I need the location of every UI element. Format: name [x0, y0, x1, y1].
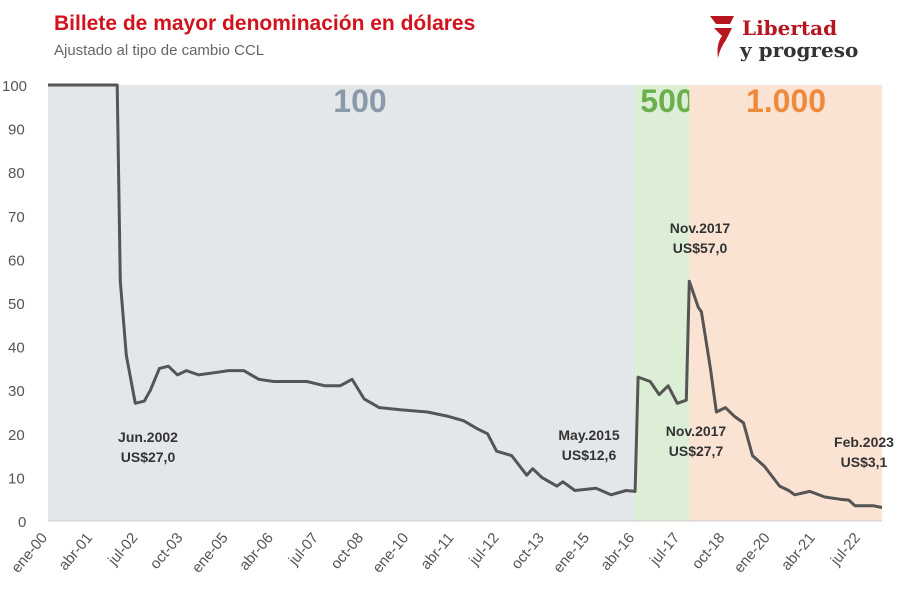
region-label-1: 500 — [640, 83, 693, 119]
y-tick-label: 40 — [8, 340, 25, 357]
x-tick-label: abr-21 — [778, 530, 819, 574]
region-1 — [635, 85, 690, 521]
logo-text-1: Libertad — [742, 16, 838, 40]
x-tick-label: oct-08 — [327, 530, 367, 573]
x-tick-label: oct-13 — [508, 530, 548, 573]
y-tick-label: 30 — [8, 383, 25, 400]
x-tick-label: jul-12 — [465, 530, 502, 570]
x-tick-label: ene-10 — [369, 530, 412, 577]
chart-title: Billete de mayor denominación en dólares — [54, 12, 476, 35]
logo-flag-icon — [710, 16, 734, 58]
annotation-date: Feb.2023 — [834, 434, 894, 450]
y-tick-label: 90 — [8, 122, 25, 139]
annotation-date: May.2015 — [558, 427, 619, 443]
region-0 — [48, 85, 636, 521]
chart-subtitle: Ajustado al tipo de cambio CCL — [54, 42, 265, 59]
x-tick-label: jul-07 — [285, 530, 322, 570]
series-line-0 — [48, 83, 883, 509]
x-tick-label: jul-17 — [646, 530, 683, 570]
y-tick-label: 50 — [8, 296, 25, 313]
region-label-2: 1.000 — [746, 83, 826, 119]
x-tick-label: jul-02 — [104, 530, 141, 570]
x-tick-label: abr-11 — [417, 530, 457, 573]
logo-text-2: y progreso — [740, 38, 859, 62]
x-tick-label: abr-06 — [236, 530, 277, 574]
y-tick-label: 60 — [8, 252, 25, 269]
annotation-value: US$57,0 — [673, 240, 728, 256]
x-tick-label: oct-03 — [147, 530, 187, 573]
y-tick-label: 20 — [8, 427, 25, 444]
x-tick-label: jul-22 — [827, 530, 864, 570]
annotation-value: US$3,1 — [841, 454, 888, 470]
libertad-y-progreso-logo: Libertad y progreso — [708, 12, 868, 68]
region-label-0: 100 — [333, 83, 386, 119]
x-tick-label: ene-05 — [189, 530, 232, 577]
annotation-date: Nov.2017 — [670, 220, 731, 236]
x-tick-label: ene-15 — [550, 530, 593, 577]
annotation-value: US$27,7 — [669, 443, 724, 459]
annotation-date: Nov.2017 — [666, 423, 727, 439]
y-tick-label: 80 — [8, 165, 25, 182]
y-tick-label: 10 — [8, 470, 25, 487]
x-tick-label: abr-16 — [597, 530, 638, 574]
region-2 — [689, 85, 882, 521]
annotation-value: US$27,0 — [121, 449, 176, 465]
annotation-date: Jun.2002 — [118, 429, 178, 445]
y-tick-label: 0 — [18, 514, 26, 531]
annotation-value: US$12,6 — [562, 447, 617, 463]
x-tick-label: ene-00 — [8, 530, 51, 577]
x-tick-label: abr-01 — [55, 530, 96, 574]
y-tick-label: 70 — [8, 209, 25, 226]
x-tick-label: ene-20 — [731, 530, 774, 577]
x-tick-label: oct-18 — [689, 530, 729, 573]
y-tick-label: 100 — [2, 78, 27, 95]
